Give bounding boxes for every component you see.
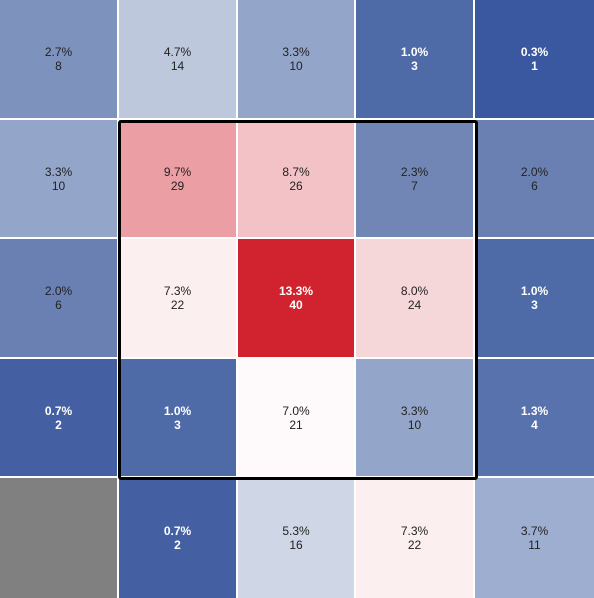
heatmap-cell: 1.0% 3 [475,239,594,357]
cell-count-label: 22 [407,538,422,552]
cell-percent-label: 1.0% [520,284,549,298]
cell-percent-label: 8.7% [282,164,310,179]
cell-count-label: 21 [289,417,303,432]
cell-percent-label: 1.3% [520,403,549,418]
cell-count-label: 22 [170,298,185,312]
cell-percent-label: 2.7% [44,45,73,59]
cell-percent-label: 2.0% [520,164,549,179]
heatmap-cell: 3.7% 11 [475,478,594,598]
cell-count-label: 4 [531,417,538,432]
heatmap-cell: 2.3% 7 [356,120,473,237]
cell-count-label: 26 [289,178,303,193]
cell-count-label: 24 [407,298,422,312]
cell-count-label: 3 [411,59,418,73]
cell-percent-label: 9.7% [163,164,192,179]
heatmap-cell [0,478,117,598]
cell-percent-label: 2.0% [44,284,73,298]
heatmap-cell: 9.7% 29 [119,120,236,237]
cell-count-label: 11 [528,538,541,552]
cell-percent-label: 13.3% [278,284,314,298]
heatmap-cell: 7.3% 22 [356,478,473,598]
heatmap-cell: 7.3% 22 [119,239,236,357]
heatmap-cell: 3.3% 10 [356,359,473,476]
cell-count-label: 14 [170,59,185,73]
cell-count-label: 2 [174,538,181,552]
heatmap-cell: 3.3% 10 [0,120,117,237]
cell-percent-label: 5.3% [282,524,310,538]
cell-percent-label: 0.7% [44,403,73,418]
heatmap-cell: 2.0% 6 [0,239,117,357]
cell-percent-label: 2.3% [400,164,429,179]
cell-count-label: 8 [55,59,62,73]
cell-percent-label: 1.0% [400,45,429,59]
cell-count-label: 3 [174,417,181,432]
heatmap-cell: 1.0% 3 [119,359,236,476]
heatmap-cell: 0.7% 2 [119,478,236,598]
cell-count-label: 40 [289,298,303,312]
cell-percent-label: 1.0% [163,403,192,418]
heatmap-cell: 1.0% 3 [356,0,473,118]
heatmap-cell: 5.3% 16 [238,478,354,598]
cell-percent-label: 3.3% [44,164,73,179]
cell-count-label: 29 [170,178,185,193]
heatmap-cell: 2.0% 6 [475,120,594,237]
cell-count-label: 2 [55,417,62,432]
heatmap-cell: 8.7% 26 [238,120,354,237]
cell-percent-label: 4.7% [163,45,192,59]
cell-count-label: 10 [407,417,422,432]
cell-count-label: 6 [55,298,62,312]
heatmap-cell: 8.0% 24 [356,239,473,357]
cell-count-label: 16 [289,538,303,552]
cell-percent-label: 7.3% [400,524,429,538]
heatmap-cell: 1.3% 4 [475,359,594,476]
heatmap-cell: 0.7% 2 [0,359,117,476]
cell-count-label: 10 [51,178,66,193]
cell-count-label: 10 [289,59,303,73]
cell-count-label: 1 [531,59,538,73]
cell-count-label: 6 [531,178,538,193]
cell-percent-label: 0.3% [520,45,549,59]
cell-count-label: 3 [531,298,538,312]
cell-percent-label: 3.7% [520,524,549,538]
cell-percent-label: 3.3% [400,403,429,418]
heatmap-cell: 3.3% 10 [238,0,354,118]
cell-percent-label: 3.3% [282,45,310,59]
cell-percent-label: 8.0% [400,284,429,298]
cell-percent-label: 7.3% [163,284,192,298]
heatmap-cell: 2.7% 8 [0,0,117,118]
heatmap-cell: 0.3% 1 [475,0,594,118]
heatmap-cell: 7.0% 21 [238,359,354,476]
cell-count-label: 7 [411,178,418,193]
cell-percent-label: 0.7% [163,524,192,538]
heatmap-cell: 13.3% 40 [238,239,354,357]
cell-percent-label: 7.0% [282,403,310,418]
heatmap-cell: 4.7% 14 [119,0,236,118]
